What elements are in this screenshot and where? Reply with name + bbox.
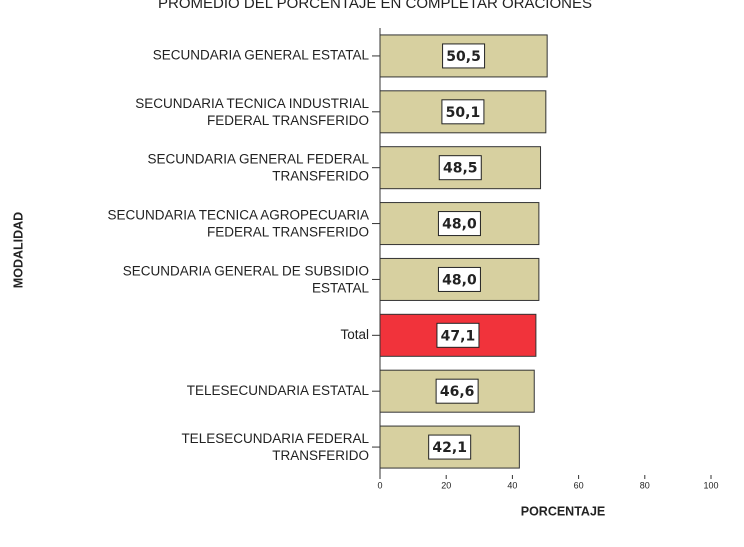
y-tick-label-line: SECUNDARIA TECNICA AGROPECUARIA xyxy=(107,207,369,222)
y-tick-label: SECUNDARIA GENERAL ESTATAL xyxy=(153,48,370,63)
y-tick-label: SECUNDARIA TECNICA INDUSTRIAL FEDERAL TRA… xyxy=(135,95,369,127)
y-tick-label: SECUNDARIA TECNICA AGROPECUARIA FEDERAL T… xyxy=(107,207,369,239)
x-tick-label: 20 xyxy=(441,480,451,490)
value-label-box xyxy=(428,434,472,460)
value-label: 42,1 xyxy=(432,440,467,456)
x-axis-label: PORCENTAJE xyxy=(521,504,606,518)
x-tick-label: 60 xyxy=(574,480,584,490)
value-label-box xyxy=(438,155,482,181)
bar xyxy=(379,146,542,190)
y-tick-label: SECUNDARIA GENERAL DE SUBSIDIO ESTATAL xyxy=(123,263,370,295)
y-tick-label: TELESECUNDARIA FEDERAL TRANSFERIDO xyxy=(181,431,369,463)
y-tick-label-line: SECUNDARIA GENERAL FEDERAL xyxy=(147,151,369,166)
value-label: 50,1 xyxy=(446,105,481,121)
value-label-box xyxy=(437,211,481,237)
y-tick-label-line: FEDERAL TRANSFERIDO xyxy=(207,224,369,239)
y-tick-label: Total xyxy=(340,327,369,342)
x-tick-label: 40 xyxy=(507,480,517,490)
value-label-box xyxy=(442,43,486,69)
x-tick-label: 0 xyxy=(377,480,382,490)
y-tick-label-line: TELESECUNDARIA FEDERAL xyxy=(181,431,369,446)
x-tick-label: 100 xyxy=(703,480,718,490)
y-tick-label-line: SECUNDARIA GENERAL DE SUBSIDIO xyxy=(123,263,369,278)
value-label: 48,0 xyxy=(442,217,477,233)
y-tick-label-line: TRANSFERIDO xyxy=(272,448,369,463)
value-label: 50,5 xyxy=(446,49,481,65)
value-label-box xyxy=(435,378,479,404)
y-tick-label-line: FEDERAL TRANSFERIDO xyxy=(207,112,369,127)
y-tick-label-line: ESTATAL xyxy=(312,280,370,295)
chart-title: PROMEDIO DEL PORCENTAJE EN COMPLETAR ORA… xyxy=(158,0,592,12)
y-tick-label-line: TRANSFERIDO xyxy=(272,168,369,183)
y-axis-label: MODALIDAD xyxy=(11,212,25,288)
value-label-box xyxy=(436,322,480,348)
value-label: 48,0 xyxy=(442,272,477,288)
y-tick-label: SECUNDARIA GENERAL FEDERAL TRANSFERIDO xyxy=(147,151,369,183)
value-label: 46,6 xyxy=(440,384,475,400)
value-label-box xyxy=(437,266,481,292)
y-tick-label: TELESECUNDARIA ESTATAL xyxy=(187,383,370,398)
y-tick-label-line: SECUNDARIA TECNICA INDUSTRIAL xyxy=(135,95,369,110)
value-label-box xyxy=(441,99,485,125)
value-label: 47,1 xyxy=(441,328,476,344)
value-label: 48,5 xyxy=(443,161,478,177)
x-tick-label: 80 xyxy=(640,480,650,490)
